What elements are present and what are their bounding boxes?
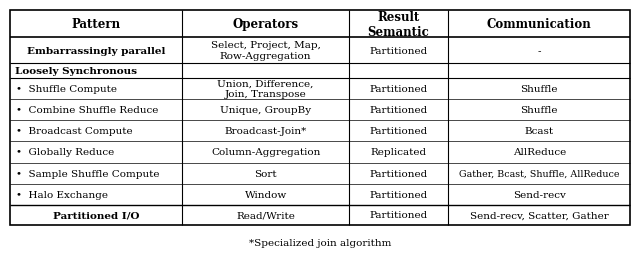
Text: Partitioned: Partitioned: [369, 210, 428, 219]
Text: Shuffle: Shuffle: [520, 106, 558, 115]
Text: Union, Difference,
Join, Transpose: Union, Difference, Join, Transpose: [218, 80, 314, 99]
Text: Replicated: Replicated: [371, 148, 426, 157]
Text: Send-recv, Scatter, Gather: Send-recv, Scatter, Gather: [470, 210, 609, 219]
Text: Partitioned I/O: Partitioned I/O: [52, 210, 140, 219]
Text: Partitioned: Partitioned: [369, 190, 428, 199]
Text: Window: Window: [244, 190, 287, 199]
Text: •  Halo Exchange: • Halo Exchange: [16, 190, 108, 199]
Text: Operators: Operators: [232, 18, 299, 31]
Text: -: -: [538, 46, 541, 55]
Text: Partitioned: Partitioned: [369, 127, 428, 136]
Text: •  Shuffle Compute: • Shuffle Compute: [16, 85, 117, 94]
Text: Read/Write: Read/Write: [236, 210, 295, 219]
Text: •  Combine Shuffle Reduce: • Combine Shuffle Reduce: [16, 106, 158, 115]
Text: Send-recv: Send-recv: [513, 190, 566, 199]
Bar: [10, 11, 630, 225]
Text: Partitioned: Partitioned: [369, 46, 428, 55]
Text: Shuffle: Shuffle: [520, 85, 558, 94]
Text: Broadcast-Join*: Broadcast-Join*: [225, 127, 307, 136]
Text: Sort: Sort: [254, 169, 277, 178]
Text: Result
Semantic: Result Semantic: [367, 11, 429, 39]
Text: •  Sample Shuffle Compute: • Sample Shuffle Compute: [16, 169, 159, 178]
Text: Unique, GroupBy: Unique, GroupBy: [220, 106, 311, 115]
Text: Embarrassingly parallel: Embarrassingly parallel: [27, 46, 165, 55]
Text: Bcast: Bcast: [525, 127, 554, 136]
Text: Partitioned: Partitioned: [369, 169, 428, 178]
Text: •  Broadcast Compute: • Broadcast Compute: [16, 127, 132, 136]
Text: Partitioned: Partitioned: [369, 106, 428, 115]
Text: Gather, Bcast, Shuffle, AllReduce: Gather, Bcast, Shuffle, AllReduce: [459, 169, 620, 178]
Text: Column-Aggregation: Column-Aggregation: [211, 148, 320, 157]
Text: AllReduce: AllReduce: [513, 148, 566, 157]
Text: Loosely Synchronous: Loosely Synchronous: [15, 67, 137, 76]
Text: Communication: Communication: [487, 18, 591, 31]
Text: •  Globally Reduce: • Globally Reduce: [16, 148, 115, 157]
Text: *Specialized join algorithm: *Specialized join algorithm: [249, 238, 391, 247]
Text: Partitioned: Partitioned: [369, 85, 428, 94]
Text: Select, Project, Map,
Row-Aggregation: Select, Project, Map, Row-Aggregation: [211, 41, 321, 61]
Text: Pattern: Pattern: [72, 18, 120, 31]
